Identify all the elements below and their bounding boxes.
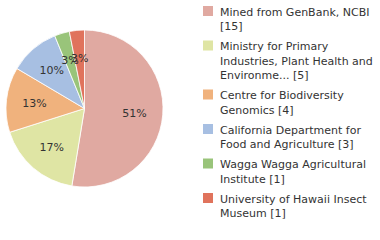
legend-swatch <box>203 90 213 100</box>
chart: 51%17%13%10%3%3%Mined from GenBank, NCBI… <box>0 0 380 240</box>
legend: Mined from GenBank, NCBI[15] Ministry for… <box>203 6 373 221</box>
legend-label: University of Hawaii InsectMuseum [1] <box>220 193 367 221</box>
legend-swatch <box>203 124 213 134</box>
data-label: 13% <box>22 97 46 110</box>
data-label: 10% <box>39 64 63 77</box>
pie-slice <box>72 30 163 187</box>
legend-label: Ministry for PrimaryIndustries, Plant He… <box>220 40 373 82</box>
data-label: 51% <box>122 107 146 120</box>
legend-label: Mined from GenBank, NCBI[15] <box>220 6 369 34</box>
legend-label: Centre for BiodiversityGenomics [4] <box>220 89 344 117</box>
legend-label: Wagga Wagga AgriculturalInstitute [1] <box>220 158 366 186</box>
pie-slice <box>69 30 84 109</box>
background <box>0 0 380 240</box>
slices <box>6 30 163 187</box>
data-label: 3% <box>71 52 88 65</box>
data-labels: 51%17%13%10%3%3% <box>22 52 146 153</box>
legend-label: California Department forFood and Agricu… <box>220 124 361 152</box>
legend-swatch <box>203 193 213 203</box>
legend-swatch <box>203 41 213 51</box>
data-label: 17% <box>39 141 63 154</box>
legend-swatch <box>203 6 213 16</box>
legend-swatch <box>203 159 213 169</box>
